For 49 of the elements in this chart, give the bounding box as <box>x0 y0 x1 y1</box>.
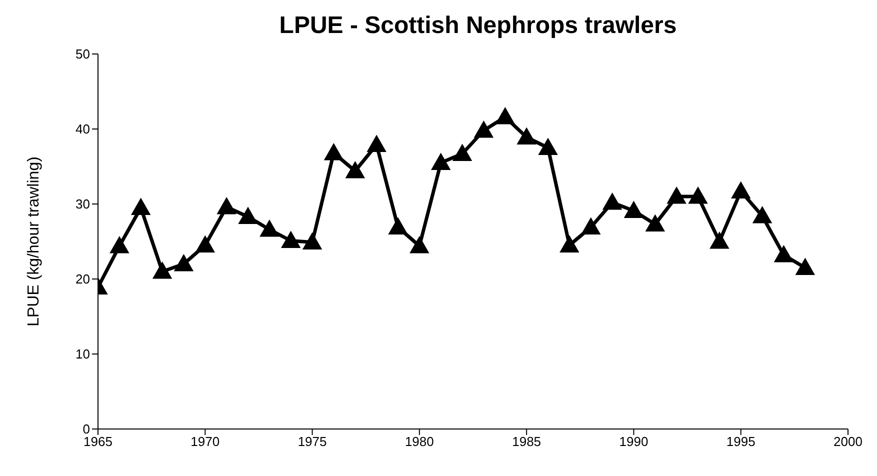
point <box>238 207 258 224</box>
point <box>324 144 344 160</box>
point <box>367 135 386 152</box>
point <box>774 246 794 262</box>
y-tick-label: 0 <box>82 422 90 437</box>
point <box>388 218 408 234</box>
point <box>152 262 172 279</box>
point <box>667 187 686 204</box>
point <box>752 206 772 224</box>
point <box>710 232 729 249</box>
point <box>346 162 365 178</box>
y-tick-label: 50 <box>76 46 90 62</box>
point <box>452 144 472 161</box>
point <box>110 236 129 254</box>
x-tick-label: 1990 <box>619 434 648 450</box>
point <box>196 236 215 252</box>
point <box>281 231 300 248</box>
x-tick-label: 2000 <box>834 434 862 450</box>
point <box>517 128 536 144</box>
point <box>646 214 665 232</box>
y-axis-title: LPUE (kg/hour trawling) <box>26 156 43 326</box>
point <box>602 193 622 210</box>
point <box>410 236 429 254</box>
y-tick-label: 40 <box>76 122 90 137</box>
point <box>260 220 279 237</box>
point <box>581 218 600 234</box>
y-tick-label: 10 <box>76 346 90 362</box>
point <box>538 138 558 155</box>
chart-title: LPUE - Scottish Nephrops trawlers <box>278 11 678 41</box>
y-tick-label: 20 <box>76 272 90 287</box>
x-tick-label: 1970 <box>190 434 220 450</box>
point <box>474 121 494 138</box>
x-tick-label: 1980 <box>404 434 434 450</box>
point <box>560 236 579 252</box>
point <box>217 198 236 214</box>
point <box>302 232 322 250</box>
point <box>624 201 644 218</box>
point <box>796 258 815 275</box>
point <box>131 198 150 215</box>
x-tick-label: 1985 <box>512 434 542 450</box>
point <box>431 153 450 170</box>
x-tick-label: 1995 <box>726 434 756 450</box>
point <box>496 108 515 124</box>
x-tick-label: 1965 <box>84 434 112 450</box>
point <box>688 187 708 204</box>
point <box>731 182 750 198</box>
point <box>174 254 194 272</box>
x-tick-label: 1975 <box>298 434 327 450</box>
y-tick-label: 30 <box>76 196 90 212</box>
